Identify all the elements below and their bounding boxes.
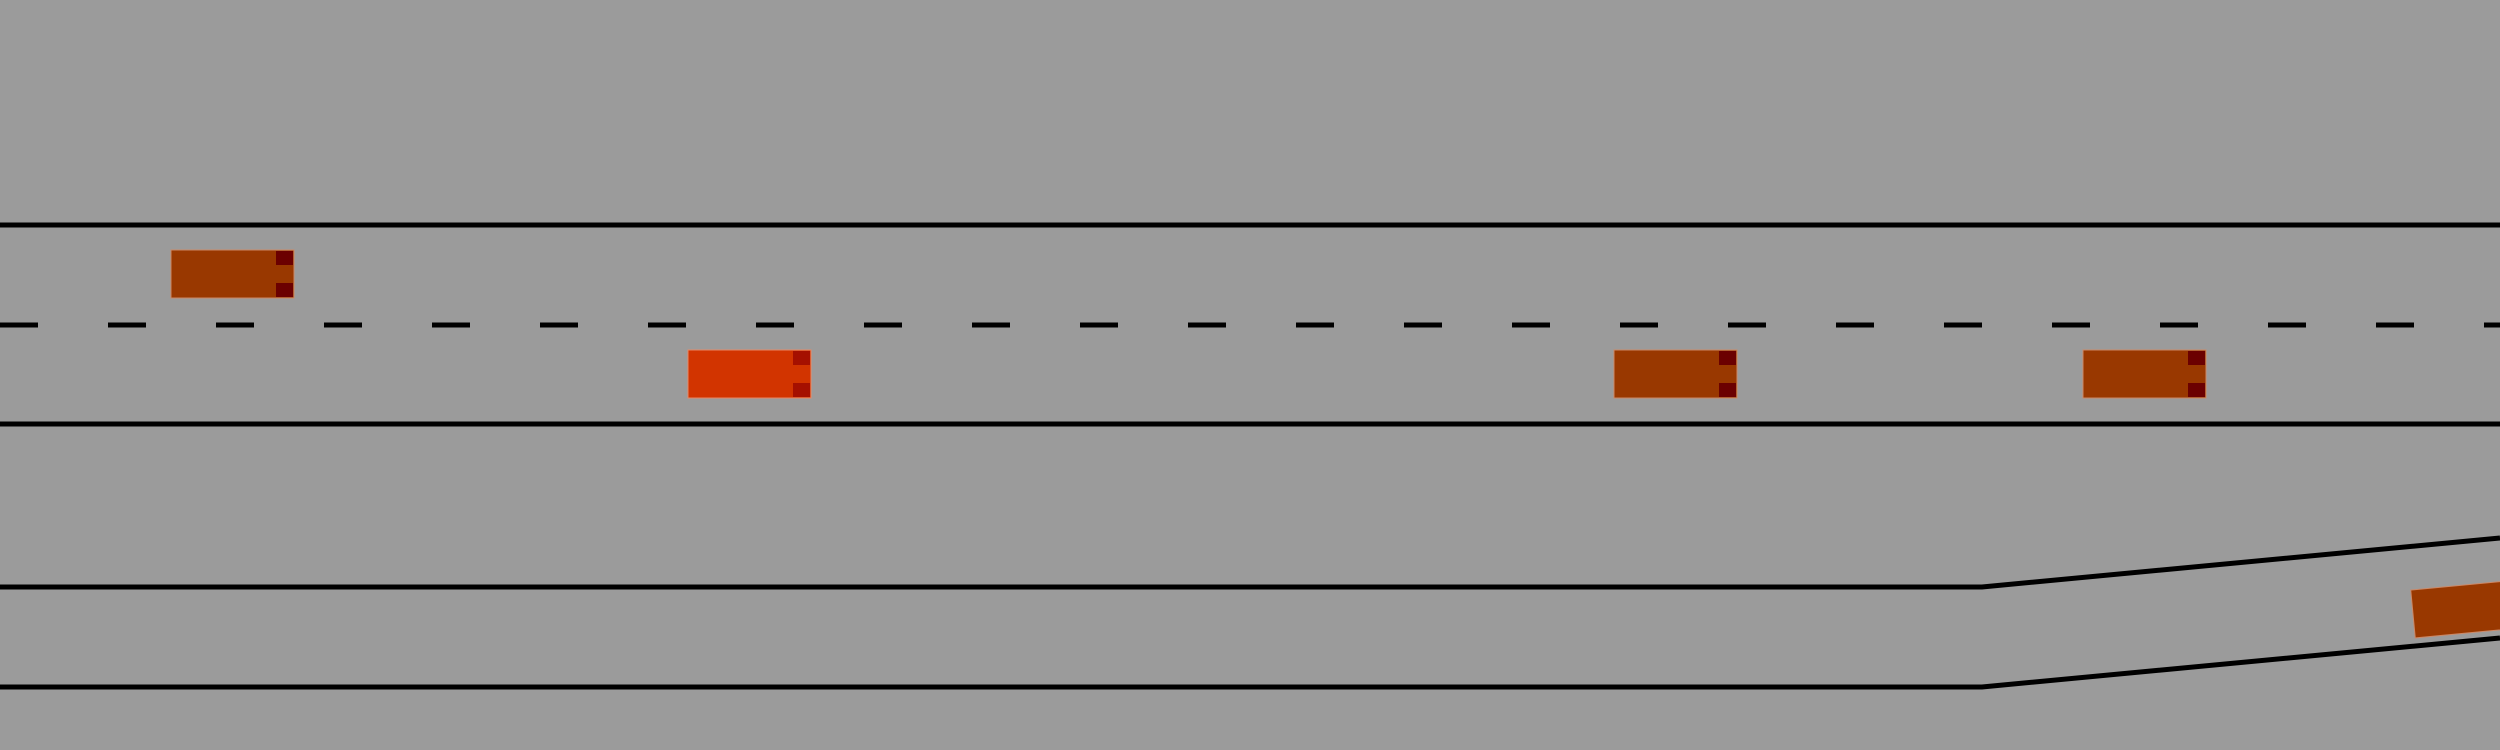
vehicle-car: [1613, 349, 1738, 399]
ramp-top-edge-line: [0, 535, 2500, 590]
ramp-bottom-edge-line: [0, 635, 2500, 690]
merging-vehicle-car: [2410, 577, 2500, 639]
ego-vehicle-car: [687, 349, 812, 399]
vehicle-car: [170, 249, 295, 299]
vehicle-car: [2082, 349, 2207, 399]
